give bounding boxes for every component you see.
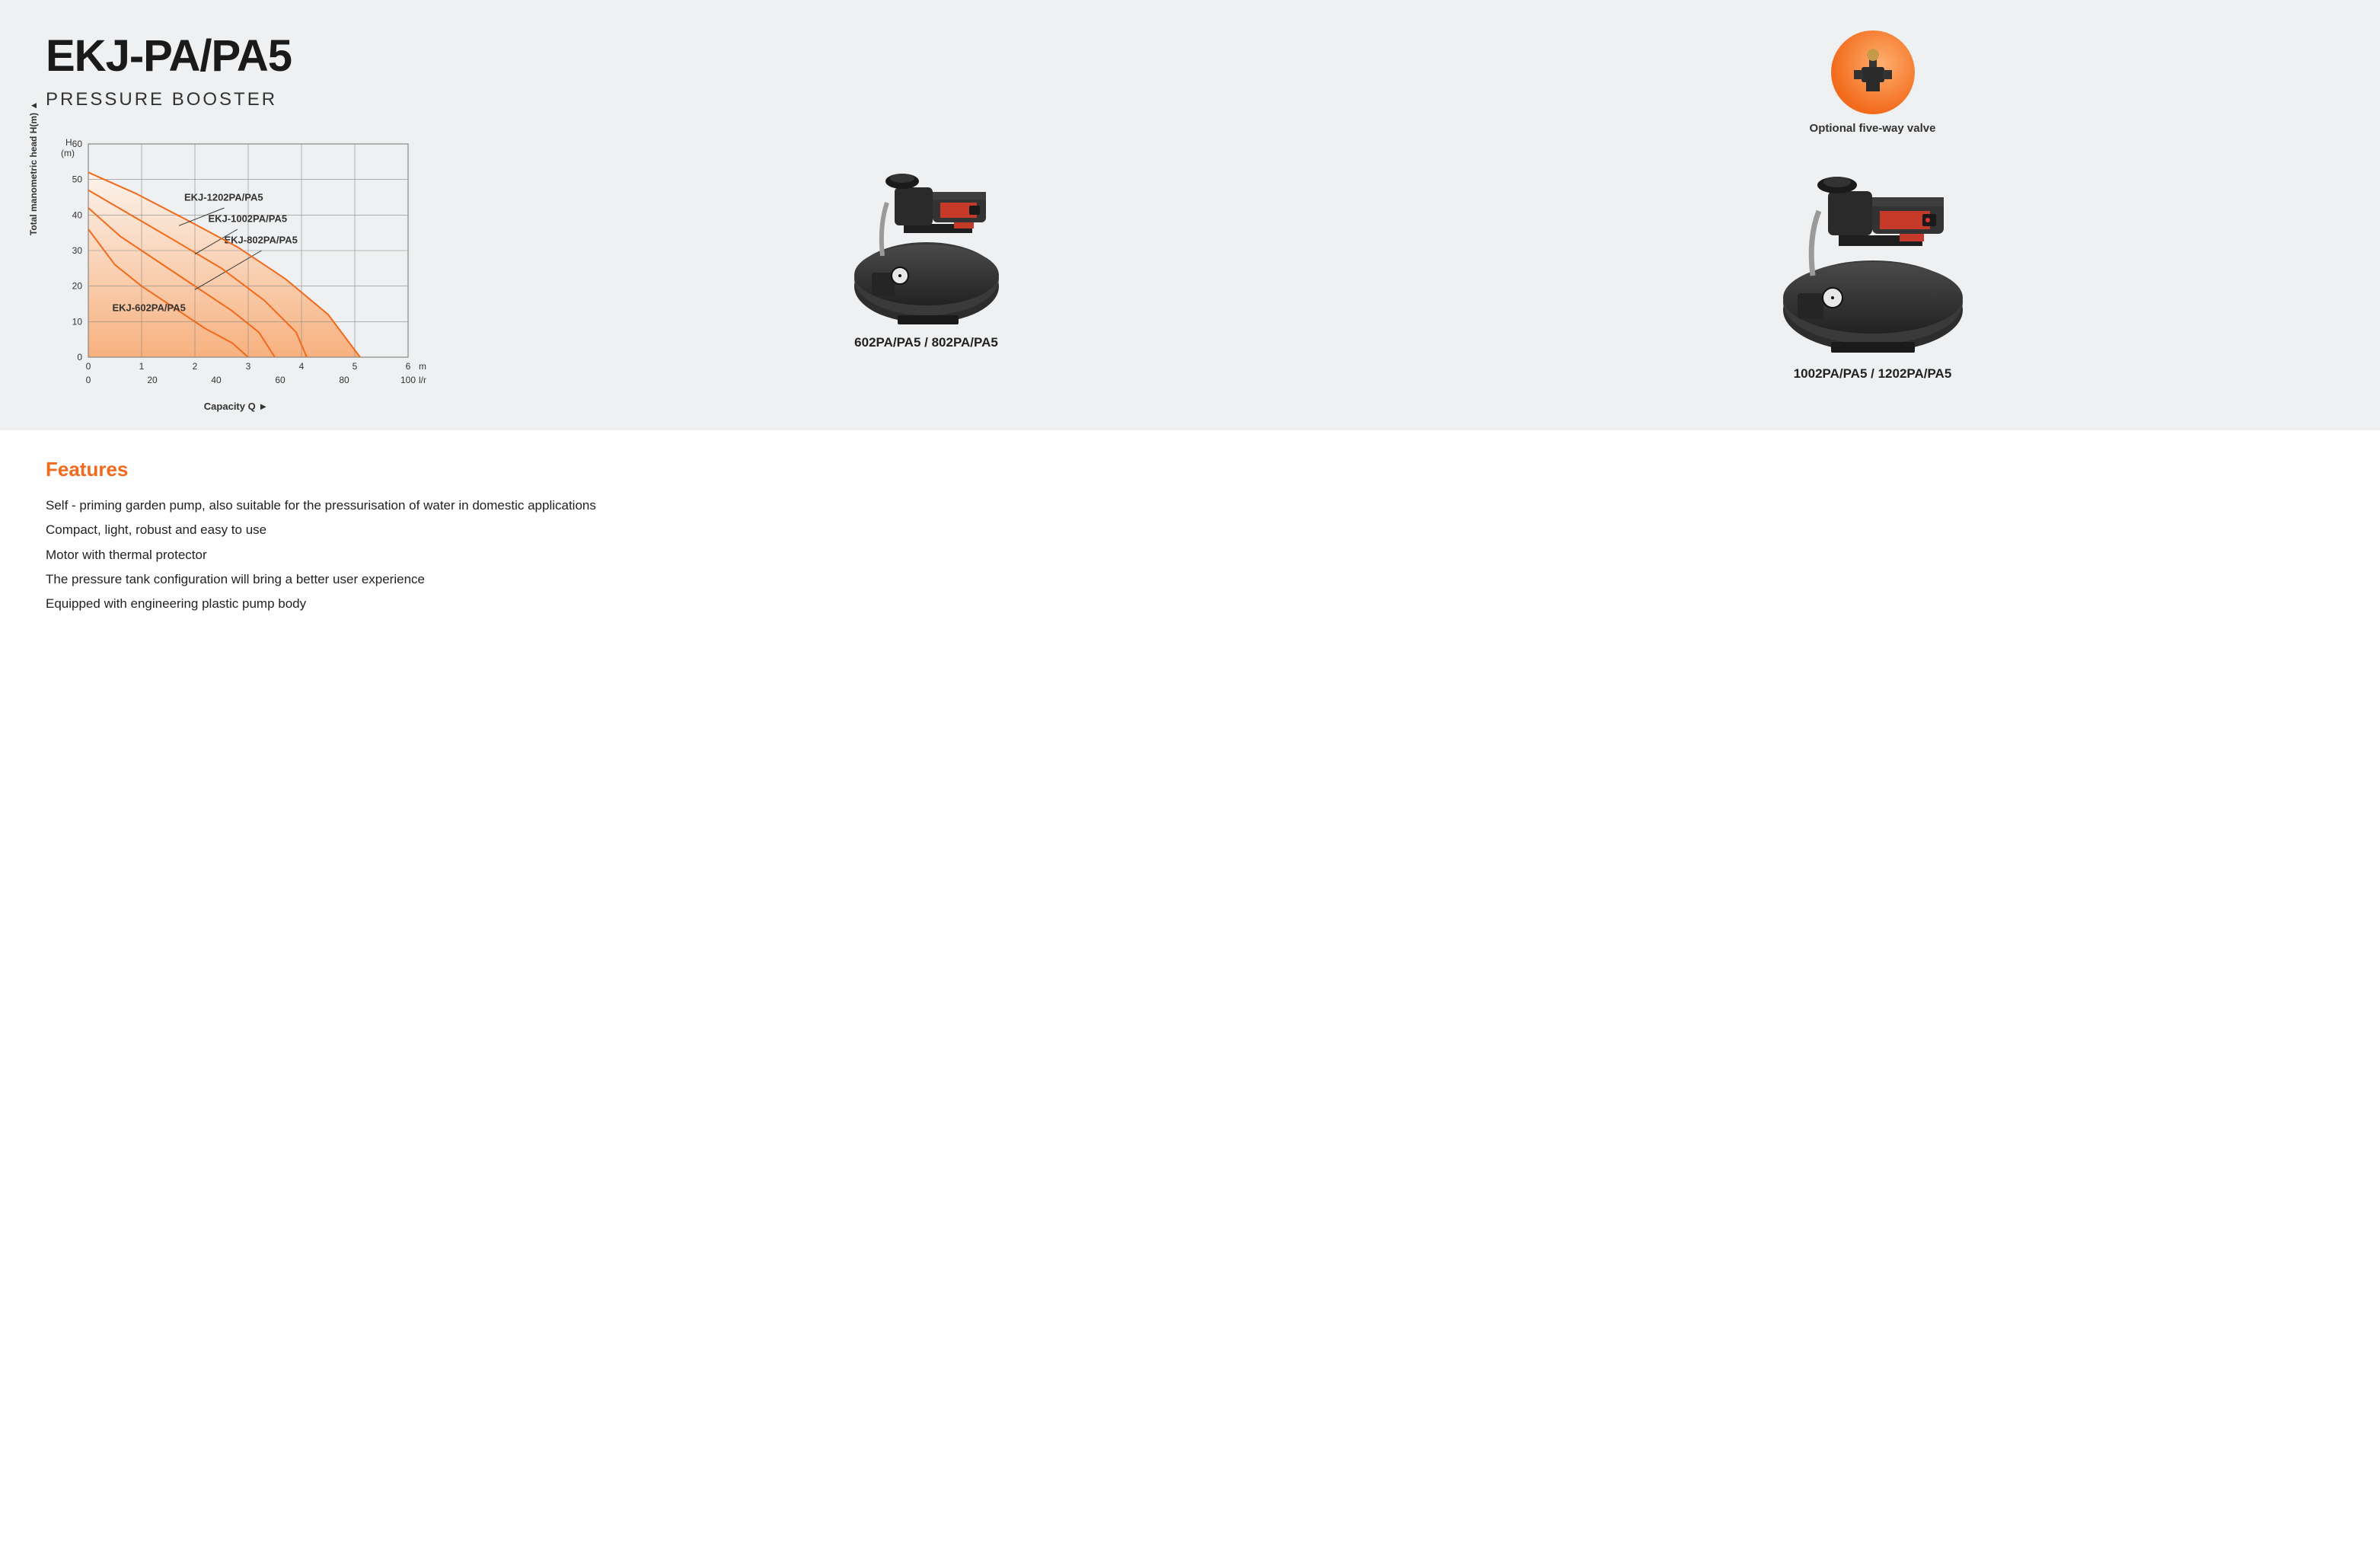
feature-item: Equipped with engineering plastic pump b… <box>46 592 2334 616</box>
svg-text:60: 60 <box>275 375 286 385</box>
svg-text:(m): (m) <box>61 148 75 158</box>
pump-right-caption: 1002PA/PA5 / 1202PA/PA5 <box>1755 366 1991 382</box>
valve-caption: Optional five-way valve <box>1810 122 1936 135</box>
svg-text:40: 40 <box>72 209 83 220</box>
features-heading: Features <box>46 458 2334 481</box>
svg-text:0: 0 <box>86 361 91 372</box>
svg-text:40: 40 <box>211 375 222 385</box>
svg-text:5: 5 <box>353 361 358 372</box>
svg-text:m³/h: m³/h <box>419 361 426 372</box>
pump-left-column: 602PA/PA5 / 802PA/PA5 <box>464 30 1388 350</box>
svg-text:50: 50 <box>72 174 83 185</box>
svg-text:EKJ-1202PA/PA5: EKJ-1202PA/PA5 <box>184 192 263 203</box>
feature-item: Motor with thermal protector <box>46 543 2334 567</box>
hero-panel: EKJ-PA/PA5 PRESSURE BOOSTER Total manome… <box>0 0 2380 430</box>
svg-text:EKJ-802PA/PA5: EKJ-802PA/PA5 <box>225 235 298 246</box>
svg-text:30: 30 <box>72 245 83 256</box>
svg-text:2: 2 <box>193 361 198 372</box>
svg-text:3: 3 <box>246 361 251 372</box>
svg-text:100: 100 <box>400 375 416 385</box>
valve-icon <box>1831 30 1915 114</box>
feature-item: Self - priming garden pump, also suitabl… <box>46 494 2334 518</box>
svg-text:20: 20 <box>72 281 83 292</box>
svg-text:H: H <box>65 137 72 148</box>
svg-text:l/min: l/min <box>419 375 426 385</box>
svg-text:EKJ-602PA/PA5: EKJ-602PA/PA5 <box>113 302 186 313</box>
features-list: Self - priming garden pump, also suitabl… <box>46 494 2334 616</box>
feature-item: The pressure tank configuration will bri… <box>46 567 2334 592</box>
svg-text:80: 80 <box>339 375 349 385</box>
y-axis-side-label: Total manometric head H(m) ▲ <box>28 101 39 235</box>
svg-text:EKJ-1002PA/PA5: EKJ-1002PA/PA5 <box>209 213 288 225</box>
pump-left-caption: 602PA/PA5 / 802PA/PA5 <box>854 335 998 350</box>
svg-text:1: 1 <box>139 361 145 372</box>
svg-text:20: 20 <box>147 375 158 385</box>
title-block: EKJ-PA/PA5 PRESSURE BOOSTER Total manome… <box>46 30 442 407</box>
x-axis-label: Capacity Q ► <box>46 401 426 412</box>
svg-text:4: 4 <box>299 361 305 372</box>
pump-image-small <box>828 126 1026 324</box>
pump-image-large <box>1755 135 1991 356</box>
svg-text:0: 0 <box>86 375 91 385</box>
chart-svg: 01020304050600123456020406080100m³/hl/mi… <box>46 133 426 392</box>
valve-option: Optional five-way valve <box>1810 30 1936 135</box>
feature-item: Compact, light, robust and easy to use <box>46 518 2334 542</box>
features-section: Features Self - priming garden pump, als… <box>0 430 2380 644</box>
pump-right-column: Optional five-way valve <box>1411 30 2334 382</box>
performance-chart: Total manometric head H(m) ▲ 01020304050… <box>46 133 426 407</box>
svg-text:6: 6 <box>406 361 411 372</box>
product-title: EKJ-PA/PA5 <box>46 30 442 81</box>
product-subtitle: PRESSURE BOOSTER <box>46 89 442 110</box>
svg-text:10: 10 <box>72 316 83 327</box>
svg-text:0: 0 <box>77 352 82 363</box>
